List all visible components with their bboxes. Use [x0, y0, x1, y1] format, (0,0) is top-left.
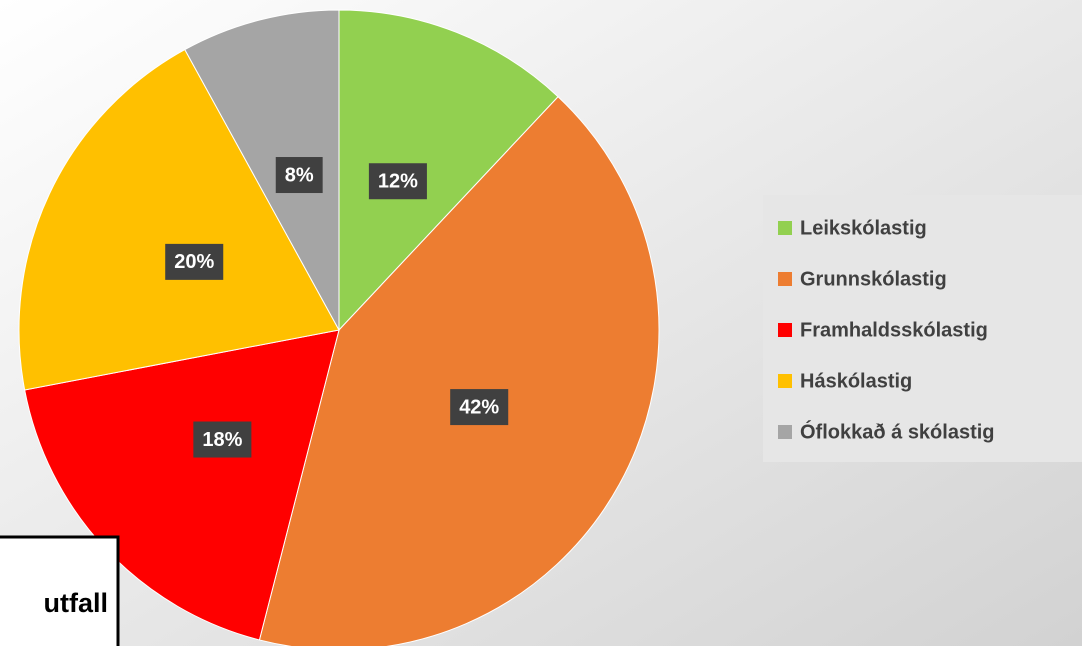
legend-swatch	[778, 221, 792, 235]
data-label: 12%	[378, 171, 418, 193]
data-label: 18%	[202, 429, 242, 451]
legend-swatch	[778, 374, 792, 388]
data-label-box	[193, 421, 252, 458]
legend-box	[763, 195, 1082, 462]
data-label: 20%	[174, 251, 214, 273]
legend-label: Leikskólastig	[800, 217, 927, 239]
data-label-box	[165, 243, 224, 280]
data-label: 42%	[459, 396, 499, 418]
annotation: utfall	[44, 588, 109, 618]
data-label: 8%	[285, 164, 314, 186]
legend-swatch	[778, 323, 792, 337]
pie-slice	[258, 96, 660, 646]
data-label-box	[368, 163, 427, 200]
data-labels: 12% 42% 18% 20% 8%	[165, 157, 509, 458]
legend-label: Framhaldsskólastig	[800, 319, 988, 341]
legend: Leikskólastig Grunnskólastig Framhaldsskól…	[778, 217, 995, 443]
annotation-box	[0, 535, 120, 646]
legend-swatch	[778, 425, 792, 439]
legend-label: Grunnskólastig	[800, 268, 947, 290]
data-label-box	[450, 389, 509, 426]
data-label-box	[275, 157, 323, 194]
pie-slice	[184, 9, 340, 331]
pie-slice	[18, 48, 340, 391]
pie	[18, 9, 660, 646]
pie-slice	[338, 9, 559, 332]
legend-swatch	[778, 272, 792, 286]
legend-label: Óflokkað á skólastig	[800, 419, 995, 443]
legend-label: Háskólastig	[800, 370, 912, 392]
